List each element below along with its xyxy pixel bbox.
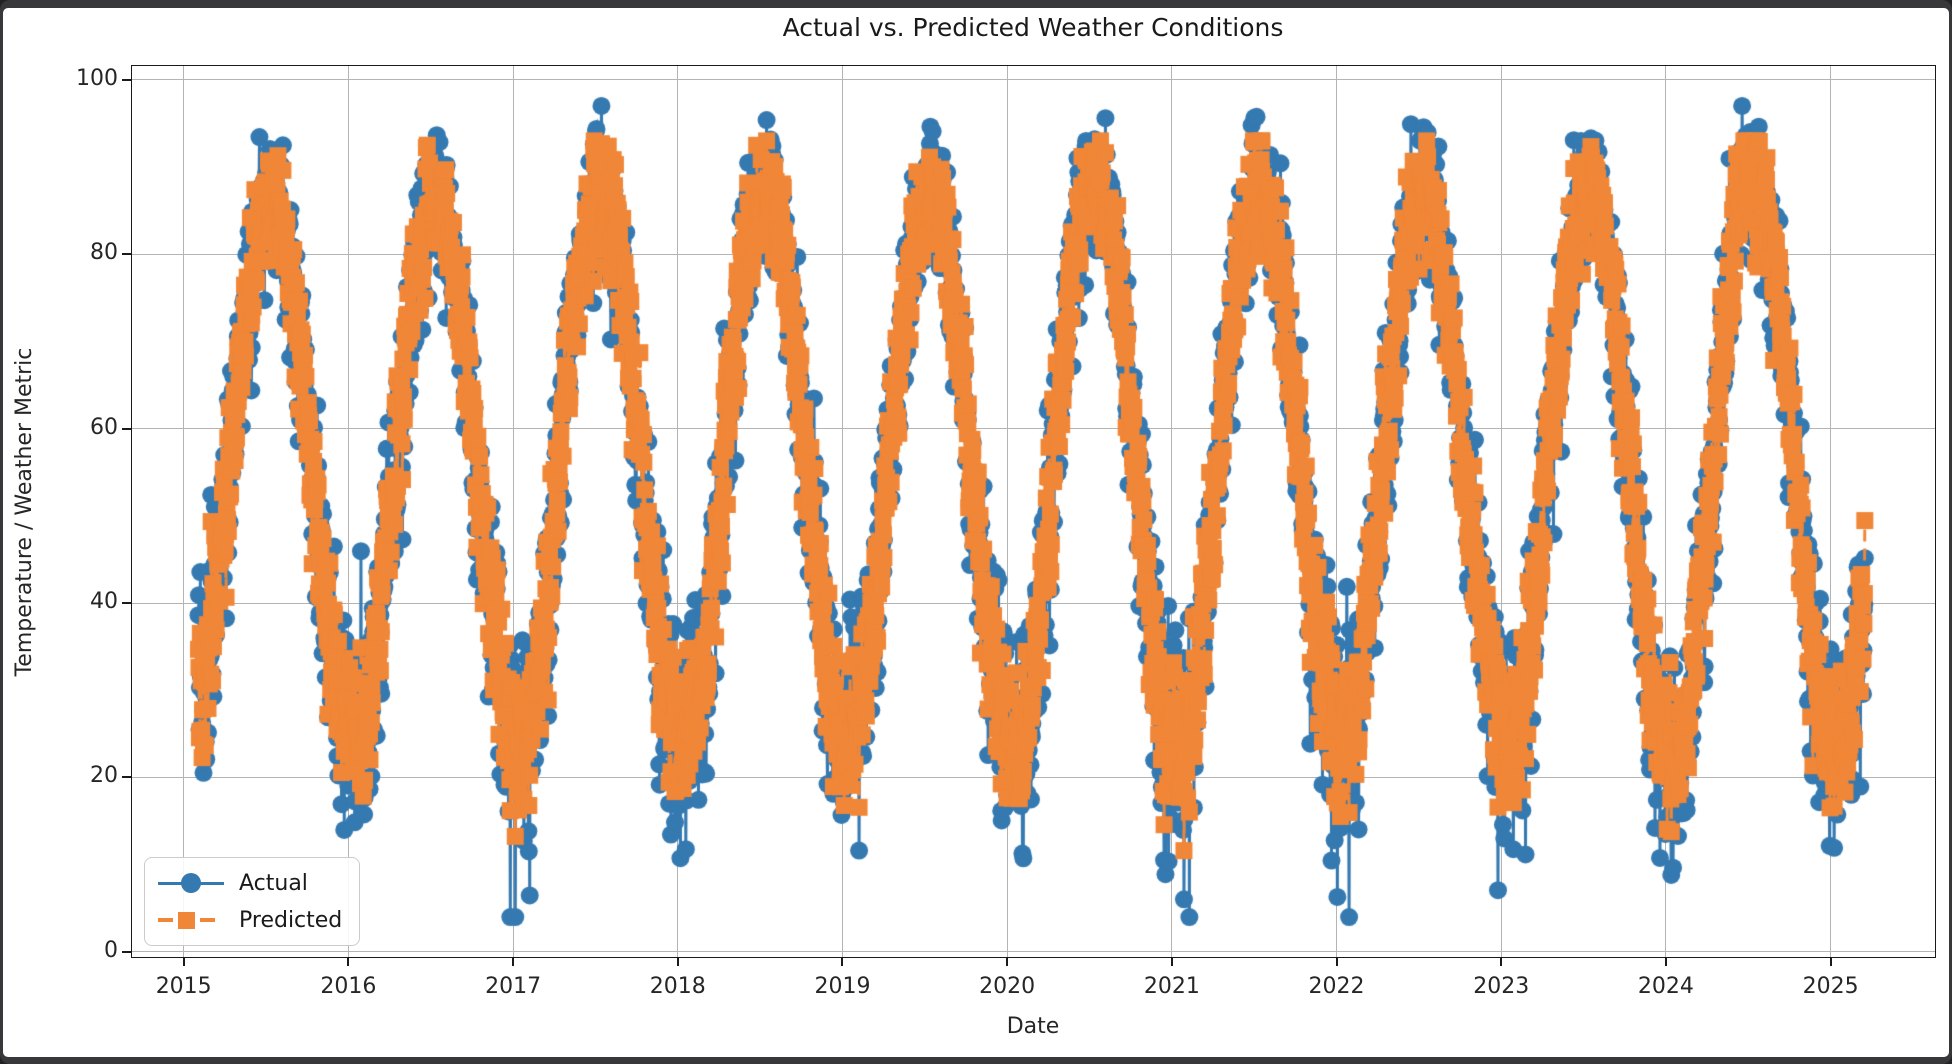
legend: Actual Predicted [144, 857, 360, 946]
legend-sample-actual [158, 870, 224, 896]
x-axis-label: Date [1006, 1014, 1060, 1039]
chart-title: Actual vs. Predicted Weather Conditions [782, 13, 1284, 42]
y-axis-label: Temperature / Weather Metric [12, 347, 37, 677]
legend-item-predicted: Predicted [158, 907, 359, 933]
legend-label-predicted: Predicted [239, 907, 343, 933]
dash-swatch [158, 918, 173, 922]
circle-marker-icon [181, 873, 201, 893]
legend-item-actual: Actual [158, 870, 359, 896]
square-marker-icon [178, 911, 195, 929]
dash-swatch [200, 918, 215, 922]
legend-label-actual: Actual [239, 870, 308, 896]
legend-sample-predicted [158, 907, 224, 933]
